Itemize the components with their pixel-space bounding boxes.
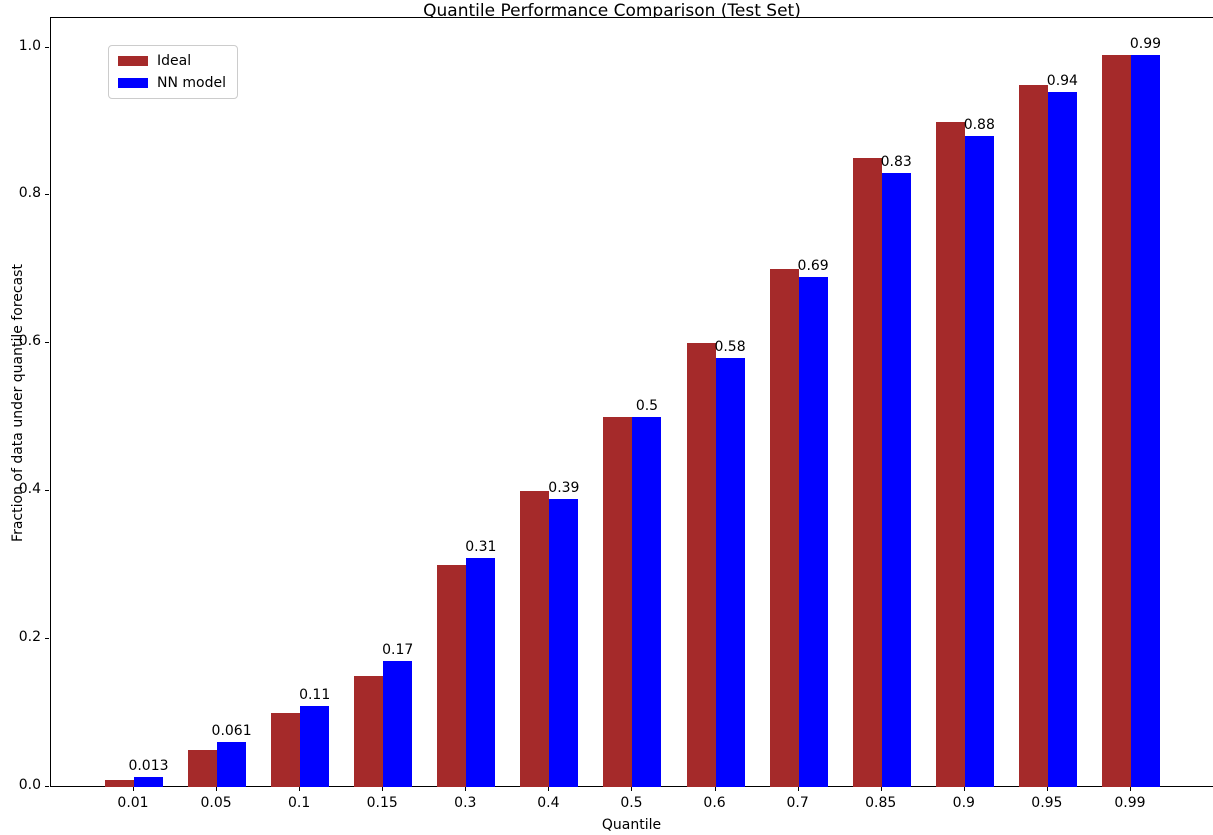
y-tick-label: 0.6: [18, 333, 41, 350]
x-tick: [133, 787, 134, 791]
legend-label: NN model: [157, 75, 226, 91]
bar-nn-model-0.05: [217, 741, 247, 787]
bar-ideal-0.1: [271, 713, 301, 787]
x-tick-label: 0.3: [454, 795, 477, 811]
x-tick: [963, 787, 965, 791]
bar-nn-model-0.01: [134, 777, 163, 787]
x-tick: [548, 787, 550, 791]
bar-value-label: 0.061: [211, 722, 252, 739]
bar-nn-model-0.4: [549, 498, 579, 787]
legend: Ideal NN model: [108, 45, 238, 99]
x-tick: [880, 787, 882, 791]
bar-nn-model-0.95: [1047, 91, 1077, 787]
y-tick-label: 0.4: [18, 481, 41, 498]
y-tick: [45, 194, 49, 196]
x-tick-label: 0.9: [952, 795, 975, 811]
bar-ideal-0.85: [852, 158, 882, 787]
legend-swatch-icon: [118, 78, 148, 88]
y-tick: [45, 638, 49, 640]
bar-ideal-0.15: [354, 676, 384, 787]
y-tick-label: 1.0: [18, 37, 41, 54]
bar-value-label: 0.69: [797, 257, 829, 274]
bar-nn-model-0.99: [1130, 54, 1160, 787]
y-tick-label: 0.0: [18, 777, 41, 793]
bar-nn-model-0.15: [383, 661, 413, 787]
bar-value-label: 0.88: [963, 117, 995, 134]
bar-value-label: 0.31: [465, 538, 497, 555]
plot-area: Ideal NN model 0.013 0.061 0.11 0.17 0.31 0.39…: [50, 17, 1213, 787]
y-tick-label: 0.2: [18, 629, 41, 646]
x-tick-label: 0.4: [537, 795, 560, 811]
bar-ideal-0.6: [686, 343, 716, 787]
bar-value-label: 0.99: [1129, 35, 1162, 52]
legend-swatch-icon: [118, 56, 148, 66]
chart-title: Quantile Performance Comparison (Test Se…: [423, 1, 801, 21]
bar-nn-model-0.7: [798, 276, 828, 787]
bar-nn-model-0.6: [715, 358, 745, 787]
x-tick-label: 0.5: [620, 795, 643, 811]
bar-value-label: 0.11: [299, 686, 331, 703]
bar-nn-model-0.85: [881, 173, 911, 787]
bar-value-label: 0.58: [714, 339, 746, 356]
bar-value-label: 0.013: [128, 758, 169, 775]
bar-value-label: 0.94: [1046, 72, 1078, 89]
bar-ideal-0.4: [520, 491, 550, 787]
x-tick: [216, 787, 218, 791]
bar-value-label: 0.5: [635, 398, 659, 415]
bar-nn-model-0.3: [466, 557, 496, 787]
x-tick-label: 0.99: [1114, 795, 1146, 811]
x-tick-label: 0.85: [865, 795, 897, 811]
x-tick: [465, 787, 467, 791]
legend-label: Ideal: [157, 53, 192, 69]
x-tick-label: 0.7: [786, 795, 809, 811]
x-tick-label: 0.05: [200, 795, 232, 811]
x-tick: [299, 787, 301, 791]
x-tick-label: 0.01: [117, 795, 149, 811]
x-tick: [631, 787, 633, 791]
y-tick: [45, 342, 49, 344]
bar-ideal-0.99: [1101, 54, 1131, 787]
bar-value-label: 0.83: [880, 154, 912, 171]
x-tick-label: 0.1: [288, 795, 311, 811]
y-tick-label: 0.8: [18, 185, 41, 202]
bar-value-label: 0.17: [382, 642, 414, 659]
bar-ideal-0.9: [935, 121, 965, 787]
x-tick: [797, 787, 799, 791]
x-tick-label: 0.15: [366, 795, 398, 811]
x-tick: [1046, 787, 1048, 791]
y-axis-label: Fraction of data under quantile forecast: [10, 264, 26, 542]
y-tick: [45, 490, 49, 492]
bar-ideal-0.5: [603, 417, 633, 787]
x-tick: [1129, 787, 1131, 791]
x-tick-label: 0.95: [1031, 795, 1063, 811]
bar-nn-model-0.9: [964, 136, 994, 787]
bar-ideal-0.3: [437, 565, 467, 787]
bar-nn-model-0.1: [300, 705, 330, 787]
bar-ideal-0.7: [769, 269, 799, 787]
x-tick: [714, 787, 716, 791]
legend-item: Ideal: [118, 53, 226, 69]
bar-ideal-0.01: [105, 779, 134, 787]
bar-nn-model-0.5: [632, 417, 662, 787]
legend-item: NN model: [118, 75, 226, 91]
bar-ideal-0.05: [188, 750, 218, 787]
x-axis-label: Quantile: [601, 817, 662, 833]
bar-value-label: 0.39: [548, 479, 580, 496]
y-tick: [45, 46, 49, 48]
x-tick-label: 0.6: [703, 795, 726, 811]
x-tick: [382, 787, 384, 791]
bar-ideal-0.95: [1018, 84, 1048, 787]
y-tick: [45, 786, 49, 787]
